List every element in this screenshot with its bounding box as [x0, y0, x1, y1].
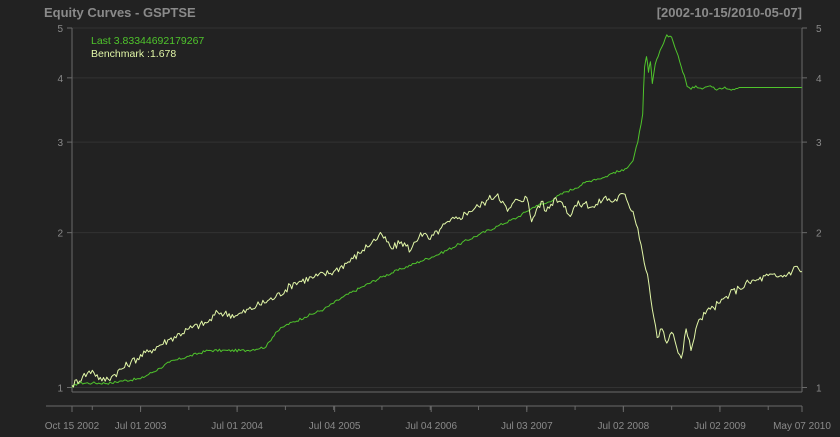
legend: Last 3.83344692179267 Benchmark :1.678 — [91, 35, 204, 60]
x-tick-label: Jul 02 2009 — [694, 421, 746, 432]
date-range-label: [2002-10-15/2010-05-07] — [657, 5, 802, 20]
y-tick-label-left: 1 — [57, 383, 63, 394]
y-tick-label-left: 4 — [57, 74, 63, 85]
y-tick-label-left: 5 — [57, 24, 63, 35]
y-tick-label-right: 3 — [816, 138, 822, 149]
grid — [72, 27, 802, 388]
x-tick-label: Jul 01 2004 — [211, 421, 263, 432]
axes: 1 1 2 2 3 3 4 4 5 5 Oct 15 2002 Jul 01 2003 Jul 01 2… — [45, 24, 832, 432]
y-tick-label-right: 2 — [816, 229, 822, 240]
x-tick-label: Jul 04 2005 — [309, 421, 361, 432]
y-tick-label-right: 5 — [816, 24, 822, 35]
y-tick-label-right: 1 — [816, 383, 822, 394]
legend-entry-last: Last 3.83344692179267 — [91, 35, 204, 47]
y-tick-label-right: 4 — [816, 74, 822, 85]
x-tick-label: Jul 02 2008 — [598, 421, 650, 432]
x-tick-label: Jul 03 2007 — [501, 421, 553, 432]
series-line-last — [71, 34, 802, 388]
x-tick-label: Jul 04 2006 — [405, 421, 457, 432]
x-tick-label: May 07 2010 — [773, 421, 831, 432]
y-tick-label-left: 2 — [57, 229, 63, 240]
legend-entry-benchmark: Benchmark :1.678 — [91, 48, 176, 60]
y-tick-label-left: 3 — [57, 138, 63, 149]
x-tick-label: Jul 01 2003 — [115, 421, 167, 432]
chart-title: Equity Curves - GSPTSE — [44, 5, 196, 20]
x-tick-label: Oct 15 2002 — [45, 421, 100, 432]
series-line-benchmark — [71, 193, 803, 388]
series-lines — [71, 34, 803, 388]
